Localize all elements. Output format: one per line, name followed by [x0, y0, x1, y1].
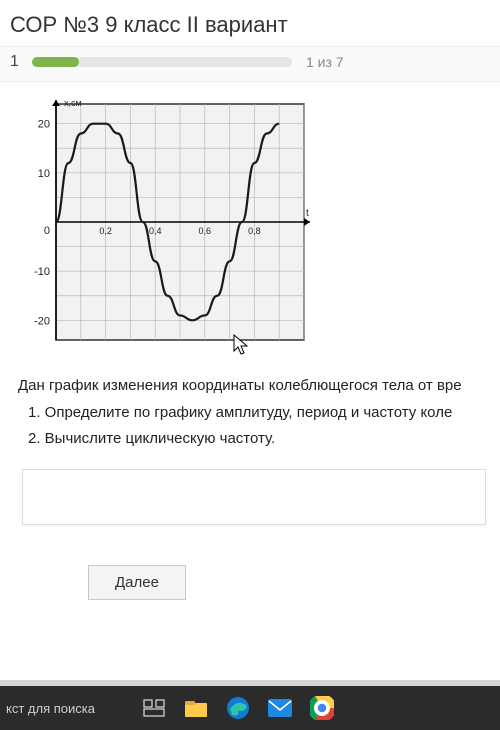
question-sub-2: 2. Вычислите циклическую частоту.: [18, 428, 490, 451]
windows-taskbar: кст для поиска: [0, 686, 500, 730]
question-text: Дан график изменения координаты колеблющ…: [18, 375, 490, 451]
question-number: 1: [10, 53, 32, 71]
next-button[interactable]: Далее: [88, 565, 186, 600]
progress-bar-row: 1 1 из 7: [0, 46, 500, 82]
page-title: СОР №3 9 класс II вариант: [0, 0, 500, 46]
svg-text:x,см: x,см: [64, 98, 82, 108]
question-intro: Дан график изменения координаты колеблющ…: [18, 375, 490, 398]
svg-text:-20: -20: [34, 315, 50, 327]
question-sub-1: 1. Определите по графику амплитуду, пери…: [18, 402, 490, 425]
svg-text:0,8: 0,8: [248, 226, 261, 236]
svg-text:10: 10: [38, 168, 50, 180]
task-view-icon[interactable]: [140, 694, 168, 722]
progress-counter: 1 из 7: [306, 54, 344, 70]
svg-text:0,6: 0,6: [199, 226, 212, 236]
svg-text:t: t: [306, 208, 309, 219]
question-content: -20 -10 10 20 0,2 0,4 0,6 0,8 0 x,см t Дан график …: [0, 82, 500, 610]
taskbar-search-hint[interactable]: кст для поиска: [6, 701, 126, 716]
answer-input[interactable]: [22, 469, 486, 525]
svg-text:20: 20: [38, 119, 50, 131]
svg-text:0,4: 0,4: [149, 226, 162, 236]
svg-text:0,2: 0,2: [99, 226, 112, 236]
svg-text:0: 0: [44, 225, 50, 237]
edge-icon[interactable]: [224, 694, 252, 722]
mail-icon[interactable]: [266, 694, 294, 722]
explorer-icon[interactable]: [182, 694, 210, 722]
progress-track: [32, 57, 292, 67]
quiz-window: СОР №3 9 класс II вариант 1 1 из 7 -20 -1…: [0, 0, 500, 680]
svg-text:-10: -10: [34, 266, 50, 278]
oscillation-chart: -20 -10 10 20 0,2 0,4 0,6 0,8 0 x,см t: [18, 94, 318, 354]
progress-fill: [32, 57, 79, 67]
chrome-icon[interactable]: [308, 694, 336, 722]
